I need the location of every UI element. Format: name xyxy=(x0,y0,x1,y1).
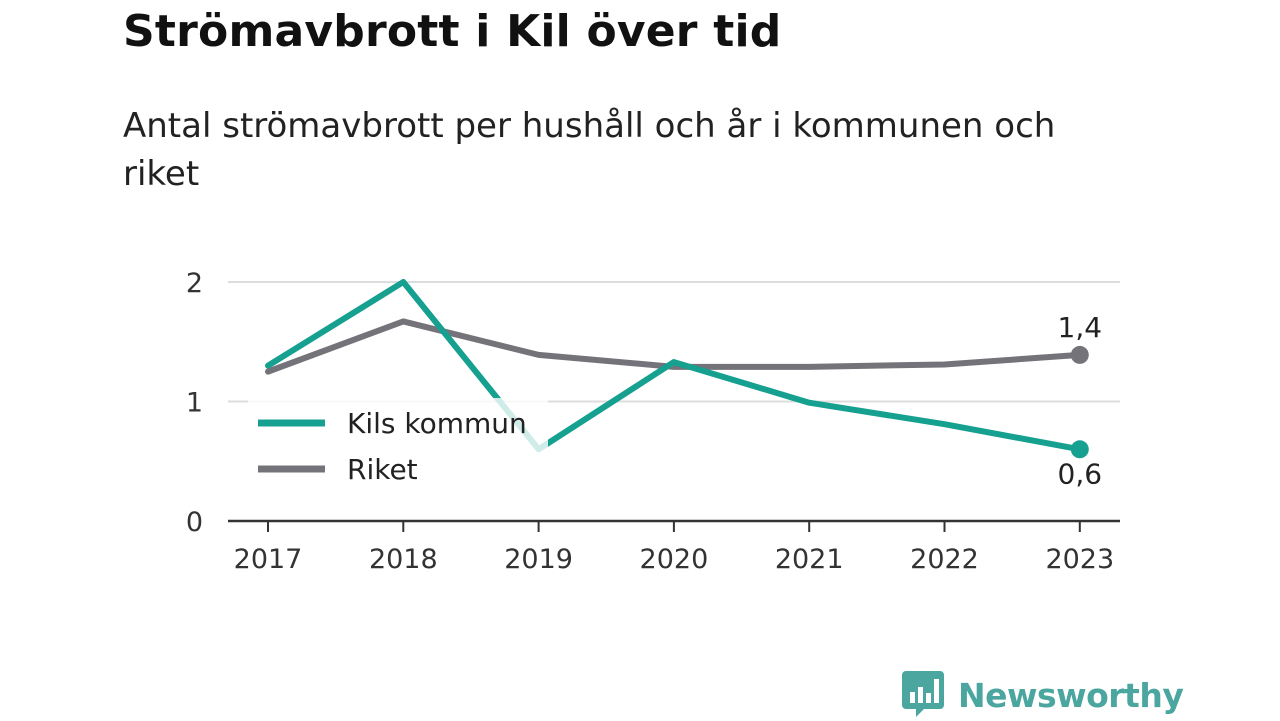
brand-name: Newsworthy xyxy=(958,676,1184,715)
x-tick-label: 2021 xyxy=(775,544,844,575)
end-point-kils-kommun xyxy=(1070,440,1089,459)
chart-title: Strömavbrott i Kil över tid xyxy=(123,6,782,57)
x-tick-label: 2020 xyxy=(640,544,709,575)
series-line-kils-kommun xyxy=(265,279,1083,453)
x-tick-label: 2019 xyxy=(504,544,573,575)
x-tick-label: 2018 xyxy=(369,544,438,575)
x-tick-label: 2022 xyxy=(910,544,979,575)
chart-subtitle: Antal strömavbrott per hushåll och år i … xyxy=(123,106,1056,194)
bar-chart-speech-icon xyxy=(902,671,944,721)
y-tick-label: 1 xyxy=(186,388,203,419)
y-tick-label: 0 xyxy=(186,507,203,538)
x-tick-label: 2023 xyxy=(1045,544,1114,575)
legend-label-riket: Riket xyxy=(347,453,418,486)
legend-background xyxy=(248,398,548,498)
x-tick-label: 2017 xyxy=(234,544,303,575)
y-tick-label: 2 xyxy=(186,268,203,299)
end-label-kils-kommun: 0,6 xyxy=(1058,457,1103,490)
end-label-riket: 1,4 xyxy=(1058,311,1103,344)
legend-label-kils-kommun: Kils kommun xyxy=(347,407,527,440)
series-line-riket xyxy=(265,318,1083,375)
end-point-riket xyxy=(1070,345,1089,364)
newsworthy-logo: Newsworthy xyxy=(902,671,1184,721)
